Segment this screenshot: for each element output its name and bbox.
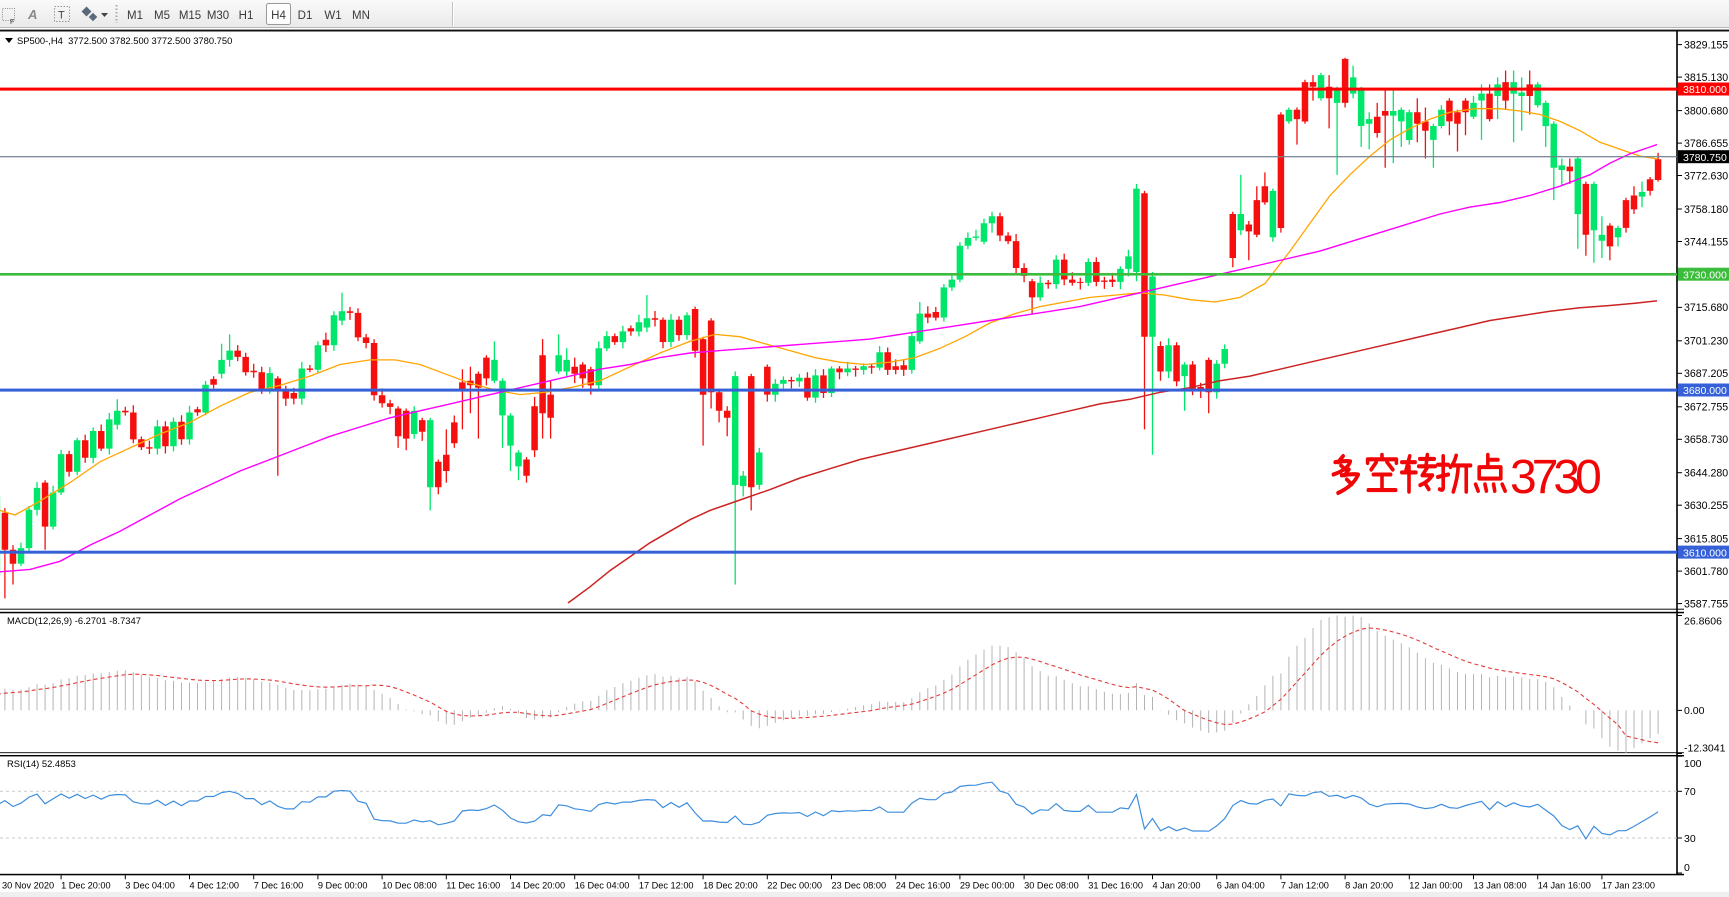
svg-text:3758.180: 3758.180	[1684, 204, 1728, 216]
svg-text:H4: H4	[271, 10, 286, 22]
svg-text:M15: M15	[179, 10, 201, 22]
svg-text:A: A	[27, 7, 37, 22]
svg-text:100: 100	[1684, 758, 1702, 770]
svg-text:30 Nov 2020: 30 Nov 2020	[2, 881, 54, 891]
svg-text:D1: D1	[298, 10, 313, 22]
svg-text:7 Jan 12:00: 7 Jan 12:00	[1281, 881, 1329, 891]
svg-text:10 Dec 08:00: 10 Dec 08:00	[382, 881, 437, 891]
svg-text:31 Dec 16:00: 31 Dec 16:00	[1088, 881, 1143, 891]
svg-text:0.00: 0.00	[1684, 705, 1705, 717]
svg-text:3730: 3730	[1510, 451, 1600, 504]
svg-text:30 Dec 08:00: 30 Dec 08:00	[1024, 881, 1079, 891]
svg-text:3610.000: 3610.000	[1683, 547, 1727, 559]
svg-text:3744.155: 3744.155	[1684, 236, 1728, 248]
svg-text:3680.000: 3680.000	[1683, 385, 1727, 397]
svg-text:3601.780: 3601.780	[1684, 566, 1728, 578]
svg-text:3786.655: 3786.655	[1684, 138, 1728, 150]
svg-text:12 Jan 00:00: 12 Jan 00:00	[1409, 881, 1462, 891]
svg-text:16 Dec 04:00: 16 Dec 04:00	[575, 881, 630, 891]
svg-text:SP500-,H4 3772.500 3782.500 3: SP500-,H4 3772.500 3782.500 3772.500 378…	[17, 35, 232, 46]
svg-text:W1: W1	[324, 10, 341, 22]
svg-text:3644.280: 3644.280	[1684, 468, 1728, 480]
svg-text:3658.730: 3658.730	[1684, 434, 1728, 446]
svg-text:3829.155: 3829.155	[1684, 39, 1728, 51]
svg-text:24 Dec 16:00: 24 Dec 16:00	[896, 881, 951, 891]
svg-text:F: F	[10, 19, 14, 26]
svg-text:11 Dec 16:00: 11 Dec 16:00	[446, 881, 500, 891]
svg-text:MACD(12,26,9) -6.2701 -8.7347: MACD(12,26,9) -6.2701 -8.7347	[7, 615, 141, 626]
svg-text:T: T	[58, 10, 65, 22]
svg-text:18 Dec 20:00: 18 Dec 20:00	[703, 881, 758, 891]
svg-text:4 Dec 12:00: 4 Dec 12:00	[190, 881, 240, 891]
svg-text:3615.805: 3615.805	[1684, 533, 1728, 545]
svg-text:17 Dec 12:00: 17 Dec 12:00	[639, 881, 694, 891]
svg-text:70: 70	[1684, 786, 1696, 798]
svg-text:17 Jan 23:00: 17 Jan 23:00	[1602, 881, 1655, 891]
svg-text:3772.630: 3772.630	[1684, 170, 1728, 182]
svg-text:1 Dec 20:00: 1 Dec 20:00	[61, 881, 111, 891]
svg-text:14 Jan 16:00: 14 Jan 16:00	[1538, 881, 1591, 891]
svg-text:3687.205: 3687.205	[1684, 368, 1728, 380]
svg-text:30: 30	[1684, 833, 1696, 845]
svg-text:M1: M1	[127, 10, 143, 22]
svg-text:8 Jan 20:00: 8 Jan 20:00	[1345, 881, 1393, 891]
svg-text:-12.3041: -12.3041	[1684, 742, 1726, 754]
svg-text:3800.680: 3800.680	[1684, 105, 1728, 117]
svg-text:29 Dec 00:00: 29 Dec 00:00	[960, 881, 1015, 891]
svg-text:3815.130: 3815.130	[1684, 72, 1728, 84]
svg-text:4 Jan 20:00: 4 Jan 20:00	[1153, 881, 1201, 891]
svg-text:3701.230: 3701.230	[1684, 336, 1728, 348]
svg-text:3672.755: 3672.755	[1684, 402, 1728, 414]
svg-text:3587.755: 3587.755	[1684, 598, 1728, 610]
svg-text:3730.000: 3730.000	[1683, 269, 1727, 281]
svg-text:H1: H1	[239, 10, 254, 22]
svg-text:3 Dec 04:00: 3 Dec 04:00	[125, 881, 175, 891]
svg-text:9 Dec 00:00: 9 Dec 00:00	[318, 881, 368, 891]
svg-text:0: 0	[1684, 862, 1690, 874]
svg-text:14 Dec 20:00: 14 Dec 20:00	[511, 881, 566, 891]
svg-text:RSI(14) 52.4853: RSI(14) 52.4853	[7, 758, 76, 769]
svg-text:MN: MN	[352, 10, 370, 22]
svg-text:M5: M5	[154, 10, 170, 22]
svg-text:22 Dec 00:00: 22 Dec 00:00	[767, 881, 822, 891]
svg-text:7 Dec 16:00: 7 Dec 16:00	[254, 881, 304, 891]
svg-text:23 Dec 08:00: 23 Dec 08:00	[832, 881, 887, 891]
svg-text:6 Jan 04:00: 6 Jan 04:00	[1217, 881, 1265, 891]
svg-text:3780.750: 3780.750	[1683, 152, 1727, 164]
svg-text:13 Jan 08:00: 13 Jan 08:00	[1474, 881, 1527, 891]
svg-text:3630.255: 3630.255	[1684, 500, 1728, 512]
svg-text:3715.680: 3715.680	[1684, 302, 1728, 314]
svg-text:3810.000: 3810.000	[1683, 84, 1727, 96]
svg-text:26.8606: 26.8606	[1684, 615, 1722, 627]
svg-text:M30: M30	[207, 10, 229, 22]
